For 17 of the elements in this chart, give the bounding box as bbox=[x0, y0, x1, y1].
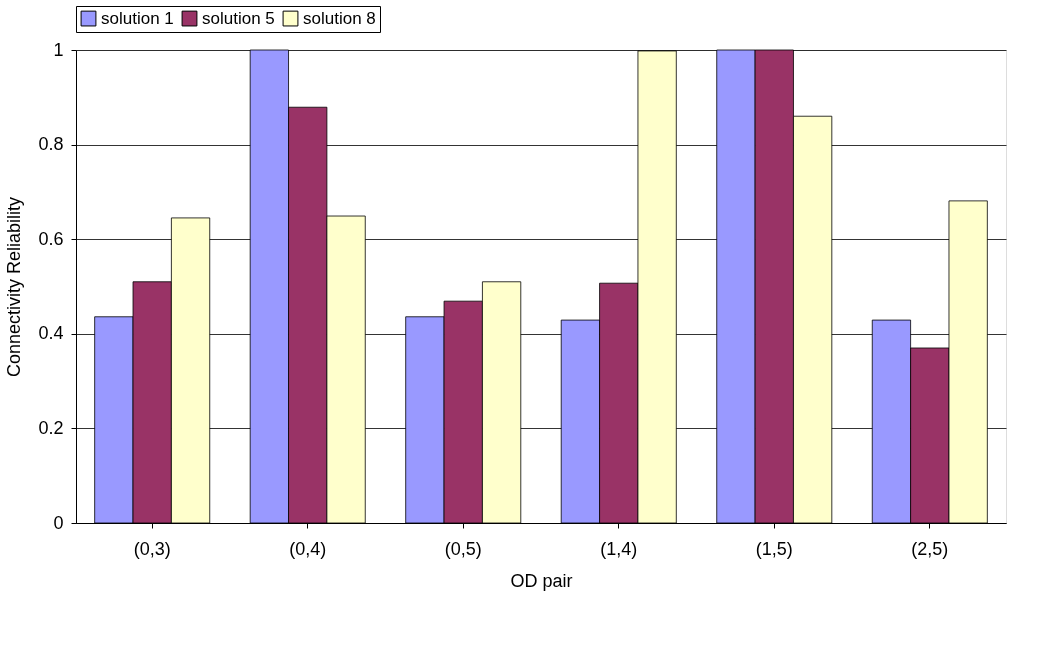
y-tick-label: 0.4 bbox=[38, 323, 64, 344]
y-tick-label: 1 bbox=[53, 39, 64, 60]
y-axis-title: Connectivity Reliability bbox=[4, 196, 25, 378]
y-tick-label: 0.8 bbox=[38, 134, 64, 155]
y-tick-label: 0.2 bbox=[38, 417, 64, 438]
x-tick-label: (1,4) bbox=[600, 538, 638, 559]
x-tick-label: (0,3) bbox=[133, 538, 171, 559]
legend-label: solution 1 bbox=[101, 8, 174, 28]
x-axis-title: OD pair bbox=[510, 570, 573, 591]
x-tick-label: (2,5) bbox=[911, 538, 949, 559]
x-tick-label: (1,5) bbox=[755, 538, 793, 559]
x-tick-label: (0,4) bbox=[289, 538, 327, 559]
legend-label: solution 5 bbox=[202, 8, 275, 28]
legend-label: solution 8 bbox=[303, 8, 376, 28]
y-tick-label: 0.6 bbox=[38, 228, 64, 249]
y-tick-label: 0 bbox=[53, 512, 64, 533]
x-tick-label: (0,5) bbox=[444, 538, 482, 559]
